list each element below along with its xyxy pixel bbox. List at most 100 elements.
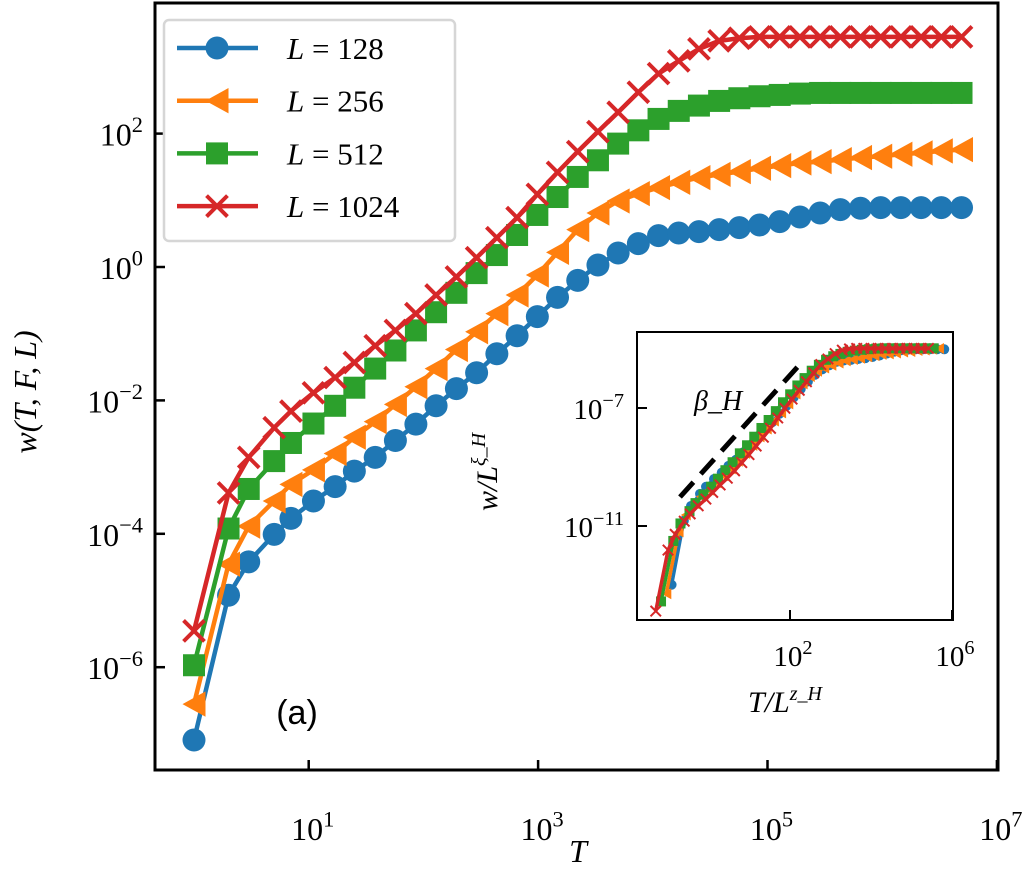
data-point bbox=[383, 429, 407, 453]
data-point bbox=[323, 365, 347, 390]
inset-data-point bbox=[822, 353, 834, 365]
data-point bbox=[687, 164, 711, 191]
series-512 bbox=[183, 81, 973, 677]
data-point bbox=[869, 196, 893, 220]
x-tick-label: 107 bbox=[979, 807, 1022, 847]
data-point bbox=[506, 223, 529, 246]
main-axes-frame bbox=[153, 1, 1000, 772]
data-point bbox=[828, 198, 852, 222]
data-point bbox=[788, 150, 812, 176]
data-point bbox=[647, 107, 670, 130]
data-point bbox=[465, 361, 489, 385]
legend-marker bbox=[205, 88, 229, 114]
inset-x-axis-label-exponent: z_H bbox=[789, 683, 824, 705]
x-tick-label: 103 bbox=[520, 807, 563, 847]
data-point bbox=[485, 225, 509, 250]
data-point bbox=[383, 391, 407, 418]
legend-marker bbox=[205, 194, 229, 218]
inset-data-point bbox=[792, 380, 803, 391]
inset-data-point bbox=[928, 343, 939, 354]
data-point bbox=[626, 232, 650, 256]
legend-entry: L = 256 bbox=[177, 84, 384, 119]
y-tick-label: 10−6 bbox=[87, 646, 143, 686]
data-point bbox=[727, 26, 752, 51]
data-point bbox=[363, 409, 387, 435]
inset-data-point bbox=[785, 389, 796, 400]
data-point bbox=[646, 61, 671, 86]
data-point bbox=[182, 691, 206, 717]
data-point bbox=[424, 283, 448, 307]
data-point bbox=[910, 81, 933, 104]
data-point bbox=[929, 196, 953, 220]
data-point bbox=[788, 25, 812, 49]
data-point bbox=[424, 394, 448, 418]
data-point bbox=[404, 319, 427, 342]
data-point bbox=[262, 488, 286, 514]
data-point bbox=[566, 268, 590, 292]
data-point bbox=[909, 140, 933, 166]
data-point bbox=[788, 82, 811, 105]
data-point bbox=[809, 81, 832, 104]
data-point bbox=[929, 25, 954, 49]
legend-marker bbox=[206, 142, 228, 165]
legend-entry: L = 512 bbox=[177, 136, 384, 171]
legend-label: L = 256 bbox=[286, 84, 384, 119]
data-point bbox=[586, 200, 610, 226]
data-point bbox=[279, 431, 302, 454]
inset-x-tick-label: 106 bbox=[935, 637, 974, 673]
data-point bbox=[182, 619, 206, 643]
inset-data-point bbox=[770, 406, 781, 417]
inset-data-point bbox=[829, 347, 842, 360]
data-point bbox=[301, 457, 325, 483]
main-plot-series bbox=[182, 25, 974, 752]
data-point bbox=[607, 132, 630, 155]
data-point bbox=[545, 160, 570, 185]
data-point bbox=[301, 489, 325, 513]
inset-y-axis-label-base: w/L bbox=[471, 466, 504, 511]
data-point bbox=[465, 319, 489, 345]
data-point bbox=[808, 148, 832, 175]
legend-entry: L = 1024 bbox=[177, 189, 400, 224]
data-point bbox=[565, 139, 590, 164]
data-point bbox=[727, 216, 751, 240]
inset-data-point bbox=[922, 342, 935, 355]
inset-series-1024 bbox=[649, 342, 935, 618]
inset-y-tick-label: 10−11 bbox=[564, 508, 624, 544]
data-point bbox=[586, 119, 610, 144]
data-point bbox=[586, 253, 610, 277]
data-point bbox=[868, 25, 893, 49]
inset-data-point bbox=[835, 348, 846, 359]
data-point bbox=[464, 245, 489, 270]
inset-y-axis-label: w/Lξ_H bbox=[468, 431, 504, 511]
legend-label: L = 1024 bbox=[286, 189, 400, 224]
data-point bbox=[485, 244, 508, 267]
data-point bbox=[808, 201, 832, 225]
inset-data-point bbox=[771, 412, 784, 424]
data-point bbox=[909, 196, 933, 220]
data-point bbox=[889, 25, 913, 49]
inset-data-point bbox=[763, 415, 774, 426]
data-point bbox=[727, 158, 751, 185]
data-point bbox=[364, 357, 387, 380]
inset-annotation-beta: β_H bbox=[693, 386, 744, 417]
data-point bbox=[849, 196, 873, 220]
data-point bbox=[566, 165, 589, 188]
data-point bbox=[323, 475, 347, 499]
data-point bbox=[525, 305, 549, 329]
data-point bbox=[505, 205, 529, 230]
data-point bbox=[236, 445, 261, 470]
data-point bbox=[929, 138, 953, 164]
data-point bbox=[216, 481, 241, 505]
data-point bbox=[485, 300, 509, 327]
inset-data-point bbox=[840, 355, 851, 367]
data-point bbox=[444, 377, 468, 401]
legend-entry: L = 128 bbox=[177, 31, 384, 66]
inset-data-point bbox=[793, 384, 806, 397]
y-axis-label: w(T, F, L) bbox=[7, 330, 43, 453]
y-tick-label: 100 bbox=[100, 246, 143, 286]
data-point bbox=[707, 29, 731, 53]
x-tick-label: 101 bbox=[291, 807, 334, 847]
data-point bbox=[768, 152, 792, 179]
data-point bbox=[828, 25, 853, 49]
panel-label: (a) bbox=[276, 694, 318, 732]
